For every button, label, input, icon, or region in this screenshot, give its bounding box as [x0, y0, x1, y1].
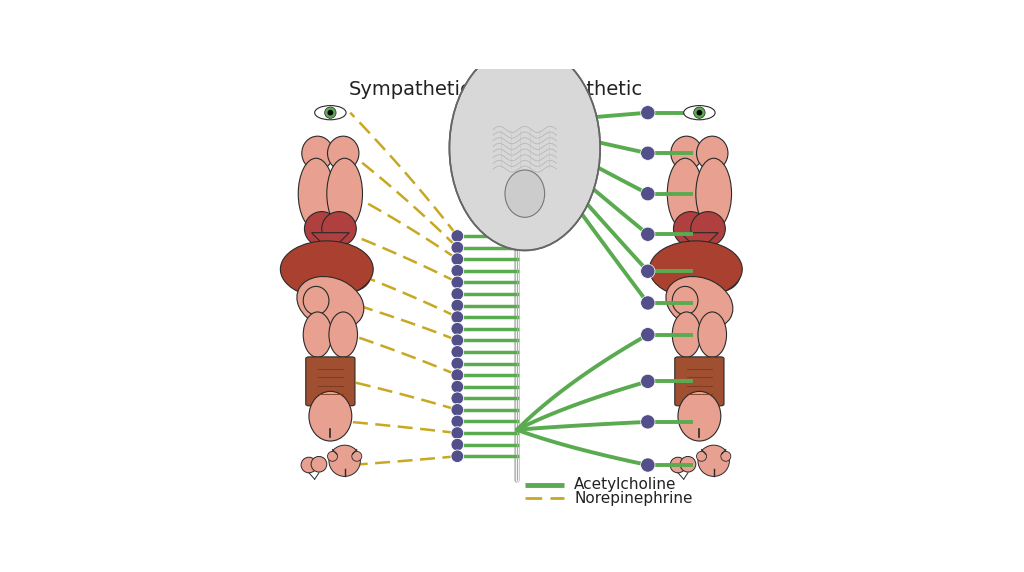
Ellipse shape	[329, 445, 360, 476]
Ellipse shape	[641, 106, 655, 120]
Ellipse shape	[328, 110, 333, 116]
Ellipse shape	[684, 106, 715, 120]
Ellipse shape	[298, 158, 334, 229]
Ellipse shape	[329, 312, 357, 358]
Ellipse shape	[304, 212, 339, 246]
Ellipse shape	[698, 445, 729, 476]
Ellipse shape	[301, 457, 316, 473]
Ellipse shape	[698, 312, 727, 358]
Ellipse shape	[309, 391, 352, 441]
Text: Norepinephrine: Norepinephrine	[574, 491, 692, 506]
Ellipse shape	[451, 276, 464, 289]
Ellipse shape	[328, 136, 359, 170]
Ellipse shape	[327, 158, 362, 229]
Ellipse shape	[680, 456, 696, 472]
Text: Parasympathetic: Parasympathetic	[479, 80, 642, 98]
Ellipse shape	[691, 212, 725, 246]
Ellipse shape	[696, 136, 728, 170]
Ellipse shape	[641, 374, 655, 388]
Ellipse shape	[450, 45, 600, 251]
Ellipse shape	[641, 264, 655, 279]
Ellipse shape	[451, 427, 464, 439]
Ellipse shape	[451, 264, 464, 277]
Ellipse shape	[649, 241, 742, 297]
Ellipse shape	[672, 287, 698, 315]
Ellipse shape	[451, 334, 464, 347]
Ellipse shape	[694, 257, 740, 292]
Polygon shape	[311, 233, 349, 252]
Text: Sympathetic: Sympathetic	[348, 80, 471, 98]
Ellipse shape	[641, 415, 655, 429]
Ellipse shape	[641, 296, 655, 310]
Ellipse shape	[302, 136, 333, 170]
Ellipse shape	[641, 146, 655, 160]
Ellipse shape	[721, 451, 731, 461]
Ellipse shape	[670, 457, 686, 473]
Ellipse shape	[281, 241, 373, 297]
Ellipse shape	[352, 451, 361, 461]
Ellipse shape	[671, 136, 702, 170]
Ellipse shape	[696, 110, 702, 116]
Ellipse shape	[641, 227, 655, 241]
Ellipse shape	[297, 276, 364, 329]
Ellipse shape	[451, 230, 464, 243]
Ellipse shape	[666, 276, 733, 329]
Ellipse shape	[303, 312, 332, 358]
Ellipse shape	[451, 450, 464, 463]
Ellipse shape	[303, 287, 329, 315]
FancyBboxPatch shape	[675, 357, 724, 406]
Ellipse shape	[451, 392, 464, 404]
Ellipse shape	[451, 311, 464, 323]
Ellipse shape	[451, 357, 464, 370]
Ellipse shape	[451, 369, 464, 382]
Ellipse shape	[451, 323, 464, 335]
Polygon shape	[681, 233, 718, 252]
Ellipse shape	[314, 106, 346, 120]
Ellipse shape	[451, 415, 464, 428]
Ellipse shape	[328, 451, 338, 461]
Ellipse shape	[451, 438, 464, 451]
Ellipse shape	[668, 158, 702, 229]
Ellipse shape	[696, 451, 707, 461]
Ellipse shape	[696, 158, 731, 229]
Ellipse shape	[322, 212, 356, 246]
Ellipse shape	[451, 241, 464, 254]
Ellipse shape	[672, 312, 700, 358]
Ellipse shape	[451, 345, 464, 358]
Ellipse shape	[451, 253, 464, 265]
FancyBboxPatch shape	[306, 357, 355, 406]
Ellipse shape	[505, 170, 545, 217]
Ellipse shape	[451, 380, 464, 393]
Ellipse shape	[641, 186, 655, 201]
Ellipse shape	[674, 212, 708, 246]
Ellipse shape	[693, 107, 706, 118]
Ellipse shape	[678, 391, 721, 441]
Ellipse shape	[451, 299, 464, 312]
Ellipse shape	[451, 404, 464, 416]
Ellipse shape	[311, 456, 327, 472]
Ellipse shape	[325, 107, 336, 118]
Ellipse shape	[326, 257, 371, 292]
Text: Acetylcholine: Acetylcholine	[574, 478, 677, 492]
Ellipse shape	[641, 328, 655, 341]
Ellipse shape	[451, 288, 464, 300]
Ellipse shape	[641, 458, 655, 472]
